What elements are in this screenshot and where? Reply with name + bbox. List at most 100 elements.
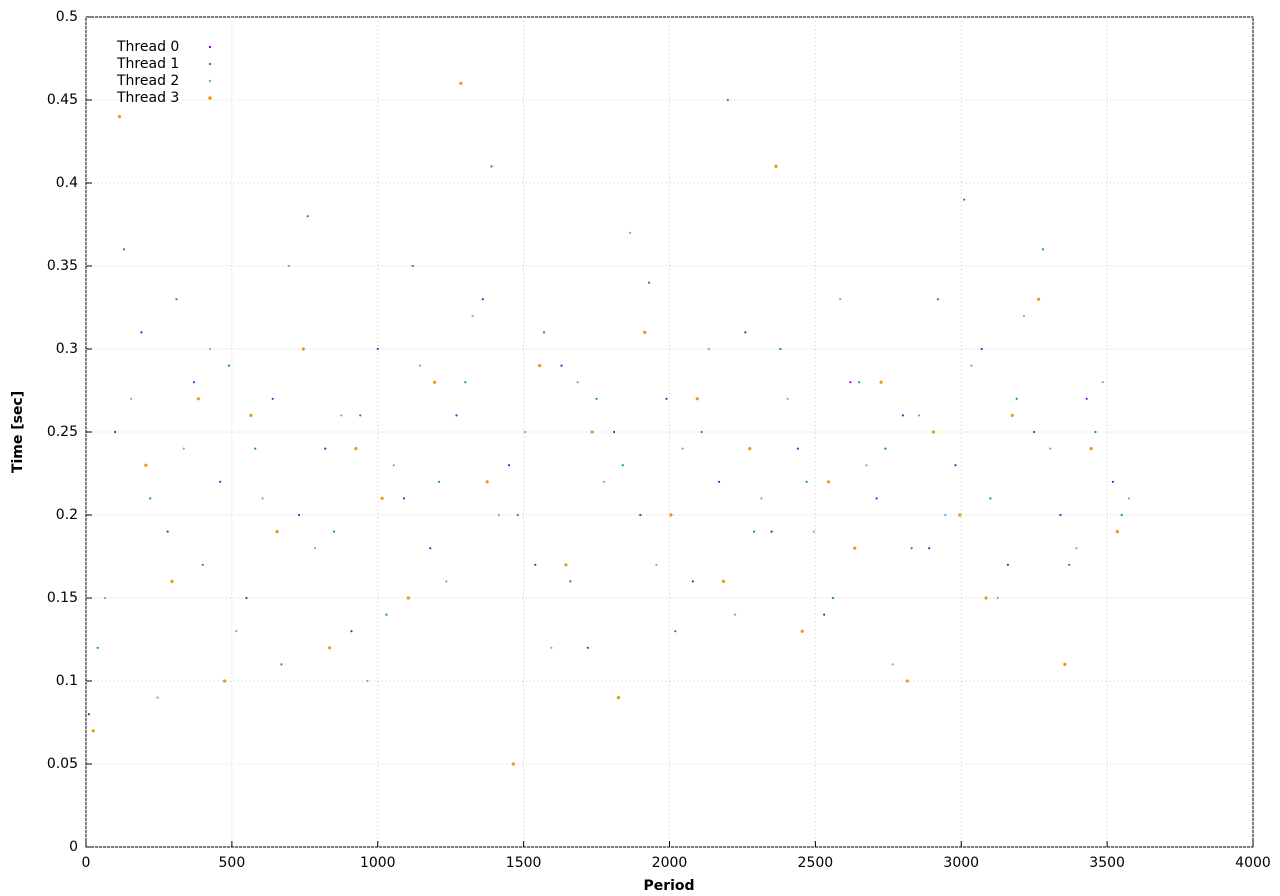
point [748, 447, 752, 451]
point [87, 713, 91, 716]
point [879, 380, 883, 384]
point [996, 596, 999, 600]
point [235, 630, 238, 633]
point [433, 380, 437, 384]
point [910, 547, 913, 550]
point [280, 663, 283, 666]
point [182, 447, 185, 450]
point [595, 397, 598, 400]
point [980, 347, 983, 351]
point [639, 513, 642, 517]
point [569, 580, 572, 583]
legend-swatch [208, 96, 212, 100]
point [354, 447, 358, 451]
y-tick-label: 0.45 [47, 92, 78, 108]
point [1041, 248, 1045, 251]
point [366, 679, 369, 683]
point [1115, 530, 1119, 534]
legend-label: Thread 0 [116, 39, 179, 55]
point [963, 198, 966, 201]
point [905, 679, 909, 683]
point [726, 98, 729, 102]
point [786, 397, 789, 400]
point [103, 596, 107, 600]
y-axis-label: Time [sec] [10, 391, 26, 473]
point [166, 530, 169, 533]
point [884, 447, 887, 450]
point [523, 430, 527, 434]
point [970, 364, 973, 367]
point [891, 663, 894, 666]
point [643, 330, 647, 334]
point [324, 447, 327, 450]
point [700, 430, 703, 434]
point [928, 547, 931, 550]
legend-swatch [208, 62, 212, 66]
x-tick-label: 2000 [652, 855, 688, 871]
point [201, 563, 204, 566]
legend-label: Thread 1 [116, 56, 179, 72]
point [1127, 497, 1131, 500]
x-tick-label: 1000 [360, 855, 396, 871]
point [96, 646, 99, 649]
point [691, 580, 694, 583]
point [156, 696, 159, 699]
point [287, 264, 290, 268]
point [429, 547, 432, 550]
point [760, 497, 763, 500]
point [471, 314, 474, 317]
point [385, 613, 388, 616]
point [511, 762, 516, 766]
point [1101, 381, 1104, 384]
point [839, 298, 842, 301]
point [170, 579, 174, 584]
x-tick-label: 3000 [943, 855, 979, 871]
point [192, 381, 196, 384]
point [858, 381, 861, 384]
point [507, 464, 511, 467]
point [753, 530, 756, 533]
y-tick-label: 0.3 [56, 341, 78, 357]
point [245, 596, 248, 600]
point [459, 81, 463, 85]
point [586, 646, 589, 649]
point [534, 563, 537, 566]
point [831, 596, 834, 600]
point [297, 513, 301, 517]
point [1111, 480, 1115, 483]
point [1089, 447, 1093, 451]
point [306, 215, 309, 218]
point [219, 480, 222, 483]
point [669, 513, 673, 517]
y-tick-label: 0 [69, 839, 78, 855]
point [376, 347, 379, 351]
point [1015, 397, 1018, 400]
point [936, 298, 940, 301]
point [958, 513, 962, 517]
point [612, 430, 616, 434]
point [122, 248, 126, 251]
point [222, 679, 227, 683]
point [481, 298, 484, 301]
point [853, 546, 857, 550]
point [271, 397, 274, 400]
point [275, 530, 279, 534]
point [917, 414, 921, 417]
point [392, 464, 395, 467]
point [560, 364, 563, 367]
point [616, 696, 621, 700]
point [497, 513, 500, 517]
point [984, 596, 988, 600]
point [564, 563, 568, 567]
point [695, 397, 699, 401]
point [380, 496, 384, 500]
legend-swatch [208, 79, 212, 83]
point [655, 563, 658, 566]
point [1059, 513, 1062, 517]
point [576, 381, 579, 384]
point [1036, 297, 1041, 301]
point [313, 547, 317, 550]
point [261, 497, 264, 500]
